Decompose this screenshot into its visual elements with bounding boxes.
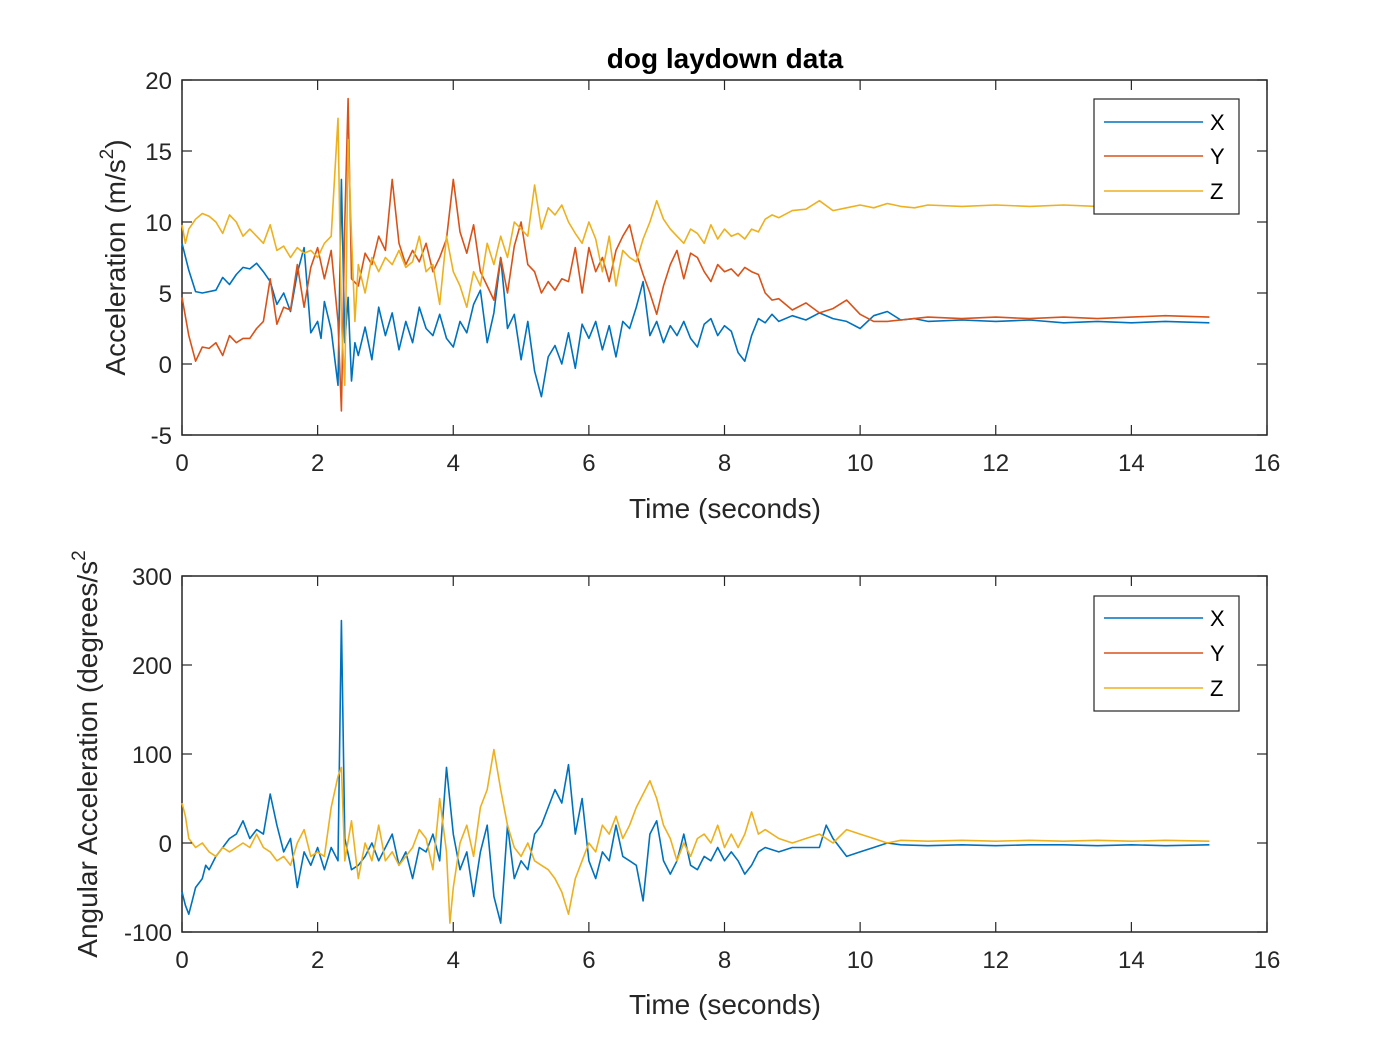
x-tick-label-14: 14 <box>1118 947 1145 974</box>
x-tick-label-12: 12 <box>982 947 1009 974</box>
series-layer <box>181 97 1210 412</box>
series-line-y <box>181 97 1210 412</box>
x-axis-label: Time (seconds) <box>629 493 821 524</box>
x-tick-label-8: 8 <box>718 450 731 477</box>
legend-label-x: X <box>1210 110 1225 135</box>
x-tick-label-10: 10 <box>847 947 874 974</box>
y-tick-label-5: 5 <box>159 281 172 308</box>
x-tick-label-0: 0 <box>175 450 188 477</box>
plot-area-frame <box>181 79 1268 436</box>
legend-label-y: Y <box>1210 144 1225 169</box>
y-axis-label-main: Acceleration (m/s <box>100 159 131 375</box>
y-axis-label: Acceleration (m/s2) <box>97 139 131 375</box>
x-tick-label-14: 14 <box>1118 450 1145 477</box>
legend-label-z: Z <box>1210 676 1223 701</box>
series-layer <box>181 619 1210 924</box>
x-tick-label-4: 4 <box>447 947 460 974</box>
x-tick-label-0: 0 <box>175 947 188 974</box>
x-tick-label-2: 2 <box>311 947 324 974</box>
y-tick-label-300: 300 <box>132 564 172 591</box>
x-tick-label-8: 8 <box>718 947 731 974</box>
y-axis-label-main: Angular Acceleration (degrees/s <box>72 561 103 958</box>
y-tick-label-15: 15 <box>145 139 172 166</box>
x-tick-label-6: 6 <box>582 947 595 974</box>
y-axis-label-close: ) <box>100 139 131 148</box>
series-line-z <box>181 117 1210 387</box>
legend: X Y Z <box>1093 98 1240 215</box>
x-axis-label: Time (seconds) <box>629 989 821 1020</box>
x-tick-label-2: 2 <box>311 450 324 477</box>
y-tick-label--100: -100 <box>124 920 172 947</box>
x-tick-label-16: 16 <box>1254 450 1281 477</box>
y-axis-label: Angular Acceleration (degrees/s2 <box>69 550 103 957</box>
plot-area-frame <box>181 575 1268 933</box>
y-tick-label-100: 100 <box>132 742 172 769</box>
x-tick-label-4: 4 <box>447 450 460 477</box>
y-tick-label-0: 0 <box>159 352 172 379</box>
y-tick-label-10: 10 <box>145 210 172 237</box>
x-tick-label-12: 12 <box>982 450 1009 477</box>
y-axis-label-superscript: 2 <box>97 149 118 160</box>
series-line-z <box>181 748 1210 924</box>
legend-label-x: X <box>1210 606 1225 631</box>
x-tick-label-16: 16 <box>1254 947 1281 974</box>
y-tick-label--5: -5 <box>151 423 172 450</box>
y-tick-label-0: 0 <box>159 831 172 858</box>
legend: X Y Z <box>1093 595 1240 712</box>
legend-label-y: Y <box>1210 641 1225 666</box>
y-axis-label-superscript: 2 <box>69 550 90 561</box>
chart-title: dog laydown data <box>607 43 844 74</box>
x-tick-label-6: 6 <box>582 450 595 477</box>
x-tick-label-10: 10 <box>847 450 874 477</box>
legend-label-z: Z <box>1210 179 1223 204</box>
y-tick-label-200: 200 <box>132 653 172 680</box>
y-tick-label-20: 20 <box>145 68 172 95</box>
series-line-x <box>181 619 1210 924</box>
series-line-x <box>181 178 1210 398</box>
